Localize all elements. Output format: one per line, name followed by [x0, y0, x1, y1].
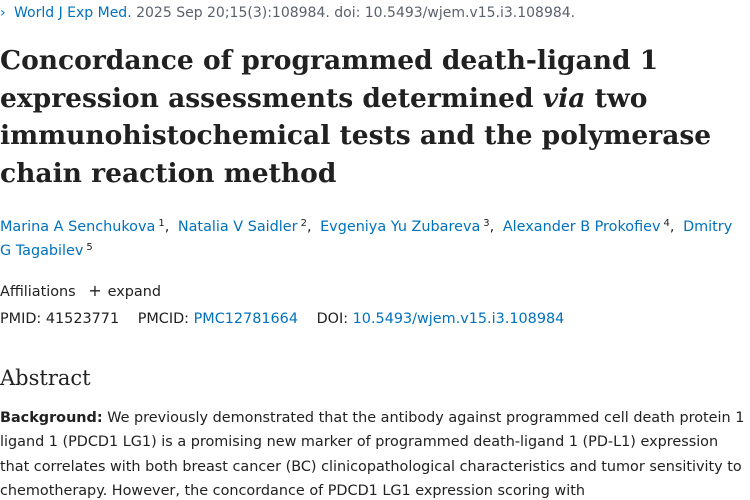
journal-link[interactable]: World J Exp Med. [14, 5, 132, 21]
affiliations-row: Affiliations + expand [0, 281, 161, 302]
affiliation-ref[interactable]: 2 [300, 218, 307, 229]
chevron-right-icon: › [0, 5, 6, 21]
affiliation-ref[interactable]: 5 [86, 242, 93, 253]
author-link[interactable]: Dmitry G Tagabilev [0, 219, 733, 259]
background-text: We previously demonstrated that the anti… [0, 410, 745, 500]
author-link[interactable]: Alexander B Prokofiev [502, 219, 661, 235]
abstract-heading: Abstract [0, 366, 91, 390]
pmid-label: PMID: [0, 311, 42, 327]
article-title: Concordance of programmed death-ligand 1… [0, 45, 712, 189]
author-link[interactable]: Evgeniya Yu Zubareva [320, 219, 481, 235]
title-italic-word: via [542, 82, 586, 114]
affiliation-ref[interactable]: 3 [483, 218, 490, 229]
author-link[interactable]: Marina A Senchukova [0, 219, 156, 235]
pmid-value: 41523771 [45, 311, 120, 327]
author-link[interactable]: Natalia V Saidler [177, 219, 298, 235]
affiliation-ref[interactable]: 4 [663, 218, 670, 229]
doi-link[interactable]: 10.5493/wjem.v15.i3.108984 [352, 311, 565, 327]
author-list: Marina A Senchukova 1, Natalia V Saidler 2… [0, 218, 733, 260]
abstract-background: Background: We previously demonstrated t… [0, 406, 748, 500]
expand-label: expand [107, 284, 161, 300]
affiliation-ref[interactable]: 1 [158, 218, 165, 229]
expand-affiliations-button[interactable]: + expand [88, 281, 161, 300]
affiliations-label: Affiliations [0, 284, 76, 300]
pmcid-link[interactable]: PMC12781664 [193, 311, 298, 327]
pmcid-label: PMCID: [137, 311, 190, 327]
doi-label: DOI: [316, 311, 349, 327]
citation-details: 2025 Sep 20;15(3):108984. doi: 10.5493/w… [136, 5, 576, 21]
background-label: Background: [0, 410, 103, 426]
identifiers-row: PMID: 41523771 PMCID: PMC12781664 DOI: 1… [0, 309, 564, 329]
plus-icon: + [88, 281, 102, 300]
journal-citation: › World J Exp Med. 2025 Sep 20;15(3):1089… [0, 4, 575, 22]
